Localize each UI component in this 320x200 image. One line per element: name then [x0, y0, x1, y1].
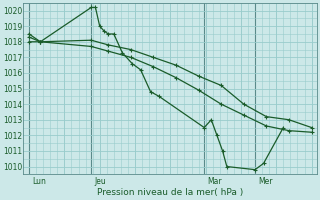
Text: Jeu: Jeu [94, 177, 106, 186]
Text: Lun: Lun [32, 177, 46, 186]
X-axis label: Pression niveau de la mer( hPa ): Pression niveau de la mer( hPa ) [97, 188, 244, 197]
Text: Mar: Mar [207, 177, 222, 186]
Text: Mer: Mer [258, 177, 272, 186]
